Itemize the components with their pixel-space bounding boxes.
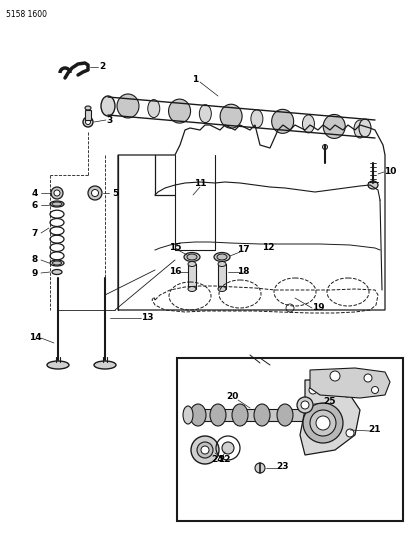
Ellipse shape <box>322 115 344 139</box>
Text: 21: 21 <box>368 425 380 434</box>
Ellipse shape <box>52 202 62 206</box>
Text: 5158 1600: 5158 1600 <box>6 10 47 19</box>
Ellipse shape <box>187 254 196 260</box>
Text: 14: 14 <box>29 334 41 343</box>
Ellipse shape <box>213 253 229 262</box>
Text: 24: 24 <box>211 456 224 464</box>
Bar <box>188 409 309 421</box>
Text: 20: 20 <box>225 392 238 401</box>
Ellipse shape <box>367 181 377 189</box>
Ellipse shape <box>50 260 64 266</box>
Ellipse shape <box>254 404 270 426</box>
Ellipse shape <box>231 404 247 426</box>
Circle shape <box>315 416 329 430</box>
Ellipse shape <box>117 94 139 118</box>
Ellipse shape <box>182 406 193 424</box>
Ellipse shape <box>216 254 227 260</box>
Text: 18: 18 <box>236 268 249 277</box>
Ellipse shape <box>302 115 314 133</box>
Circle shape <box>363 374 371 382</box>
Text: 22: 22 <box>218 456 231 464</box>
Ellipse shape <box>47 361 69 369</box>
Circle shape <box>371 386 378 393</box>
Ellipse shape <box>322 144 327 149</box>
Circle shape <box>51 187 63 199</box>
Circle shape <box>296 397 312 413</box>
Circle shape <box>191 436 218 464</box>
Text: 3: 3 <box>107 116 113 125</box>
Text: 23: 23 <box>276 463 288 472</box>
Ellipse shape <box>52 270 62 274</box>
Ellipse shape <box>85 106 91 110</box>
Text: 7: 7 <box>32 229 38 238</box>
Bar <box>177 358 402 521</box>
Circle shape <box>254 463 264 473</box>
Text: 2: 2 <box>99 61 105 70</box>
Circle shape <box>308 386 316 394</box>
Circle shape <box>200 446 209 454</box>
Text: 19: 19 <box>311 303 324 311</box>
Circle shape <box>342 389 350 397</box>
Bar <box>188 264 196 289</box>
Circle shape <box>196 442 213 458</box>
Ellipse shape <box>101 96 115 116</box>
Ellipse shape <box>271 109 293 133</box>
Ellipse shape <box>250 110 262 128</box>
Circle shape <box>329 371 339 381</box>
Circle shape <box>54 190 60 196</box>
Ellipse shape <box>209 404 225 426</box>
Ellipse shape <box>188 262 196 266</box>
Circle shape <box>88 186 102 200</box>
Text: 17: 17 <box>236 246 249 254</box>
Ellipse shape <box>199 104 211 123</box>
Text: 1: 1 <box>191 75 198 84</box>
Text: 11: 11 <box>193 179 206 188</box>
Text: 8: 8 <box>32 255 38 264</box>
Text: 13: 13 <box>140 313 153 322</box>
Ellipse shape <box>94 361 116 369</box>
Text: 4: 4 <box>32 189 38 198</box>
Text: 6: 6 <box>32 200 38 209</box>
Ellipse shape <box>353 120 365 138</box>
Text: 16: 16 <box>169 268 181 277</box>
Ellipse shape <box>218 262 225 266</box>
Text: 5: 5 <box>112 189 118 198</box>
Ellipse shape <box>189 404 205 426</box>
Circle shape <box>83 117 93 127</box>
Circle shape <box>91 190 98 197</box>
Circle shape <box>221 442 234 454</box>
Circle shape <box>85 119 90 125</box>
Circle shape <box>309 410 335 436</box>
Ellipse shape <box>184 253 200 262</box>
Text: 15: 15 <box>169 244 181 253</box>
Ellipse shape <box>188 287 196 292</box>
Bar <box>218 264 225 289</box>
Text: 12: 12 <box>261 244 274 253</box>
Text: 25: 25 <box>323 398 335 407</box>
Ellipse shape <box>276 404 292 426</box>
Ellipse shape <box>168 99 190 123</box>
Circle shape <box>302 403 342 443</box>
Ellipse shape <box>220 104 242 128</box>
Polygon shape <box>299 380 359 455</box>
Circle shape <box>300 401 308 409</box>
Text: 10: 10 <box>383 167 395 176</box>
Text: 9: 9 <box>32 269 38 278</box>
Ellipse shape <box>358 119 370 137</box>
Circle shape <box>345 429 353 437</box>
Ellipse shape <box>52 261 61 265</box>
Ellipse shape <box>147 100 160 118</box>
Bar <box>85 110 91 120</box>
Polygon shape <box>309 368 389 398</box>
Ellipse shape <box>50 201 64 207</box>
Ellipse shape <box>218 287 225 292</box>
